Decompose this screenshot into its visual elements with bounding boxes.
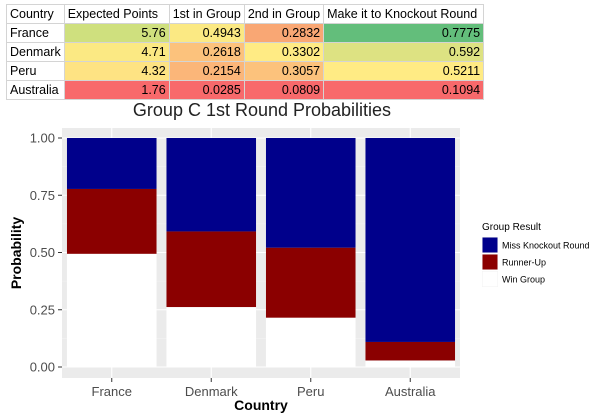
- legend-label: Runner-Up: [502, 258, 546, 268]
- table-value-cell: 0.3302: [243, 42, 325, 62]
- table-value-cell: 0.592: [323, 42, 485, 62]
- y-tick-label: 0.50: [30, 245, 55, 260]
- table-value-cell: 0.1094: [323, 80, 485, 100]
- y-tick-label: 0.75: [30, 188, 55, 203]
- table-value-cell: 0.2832: [243, 23, 325, 43]
- table-value-cell: 4.32: [63, 61, 170, 81]
- table-header-cell: Country: [6, 4, 65, 24]
- bar-miss-knockout-round-denmark: [166, 138, 257, 232]
- legend-title: Group Result: [482, 222, 541, 233]
- table-value-cell: 1.76: [63, 80, 170, 100]
- table-country-cell: Peru: [6, 61, 65, 81]
- x-tick-label: Australia: [385, 384, 436, 399]
- bar-win-group-australia: [365, 360, 456, 367]
- table-header-cell: Make it to Knockout Round: [323, 4, 485, 24]
- bar-runner-up-denmark: [166, 231, 257, 308]
- table-country-cell: Denmark: [6, 42, 65, 62]
- chart-title: Group C 1st Round Probabilities: [132, 100, 392, 120]
- bar-runner-up-australia: [365, 341, 456, 361]
- table-header-cell: 1st in Group: [168, 4, 245, 24]
- legend-label: Win Group: [502, 275, 545, 285]
- table-value-cell: 0.0285: [168, 80, 245, 100]
- bar-miss-knockout-round-france: [66, 138, 157, 189]
- x-tick-label: Peru: [297, 384, 324, 399]
- y-axis-title: Probability: [8, 217, 24, 290]
- bar-win-group-france: [66, 253, 157, 367]
- legend-swatch: [482, 237, 498, 253]
- table-header-cell: Expected Points: [63, 4, 170, 24]
- bar-miss-knockout-round-peru: [265, 138, 356, 248]
- y-tick-label: 0.00: [30, 360, 55, 375]
- table-value-cell: 0.2154: [168, 61, 245, 81]
- table-value-cell: 5.76: [63, 23, 170, 43]
- bar-runner-up-france: [66, 188, 157, 254]
- table-value-cell: 0.2618: [168, 42, 245, 62]
- table-country-cell: Australia: [6, 80, 65, 100]
- probability-table: Country Expected Points 1st in Group 2nd in…: [6, 4, 485, 100]
- x-axis-title: Country: [234, 397, 288, 413]
- bar-runner-up-peru: [265, 247, 356, 318]
- table-row: Australia 1.76 0.0285 0.0809 0.1094: [6, 80, 485, 100]
- table-header-row: Country Expected Points 1st in Group 2nd in…: [6, 4, 485, 24]
- y-tick-label: 1.00: [30, 131, 55, 146]
- legend-label: Miss Knockout Round: [502, 241, 590, 251]
- legend-swatch: [482, 254, 498, 270]
- table-country-cell: France: [6, 23, 65, 43]
- y-tick-label: 0.25: [30, 302, 55, 317]
- table-value-cell: 0.5211: [323, 61, 485, 81]
- bar-miss-knockout-round-australia: [365, 138, 456, 342]
- x-tick-label: France: [92, 384, 132, 399]
- bar-win-group-peru: [265, 317, 356, 367]
- table-value-cell: 0.0809: [243, 80, 325, 100]
- legend-swatch: [482, 271, 498, 287]
- table-value-cell: 0.3057: [243, 61, 325, 81]
- table-row: Peru 4.32 0.2154 0.3057 0.5211: [6, 61, 485, 81]
- table-row: Denmark 4.71 0.2618 0.3302 0.592: [6, 42, 485, 62]
- x-tick-label: Denmark: [185, 384, 238, 399]
- bar-win-group-denmark: [166, 307, 257, 367]
